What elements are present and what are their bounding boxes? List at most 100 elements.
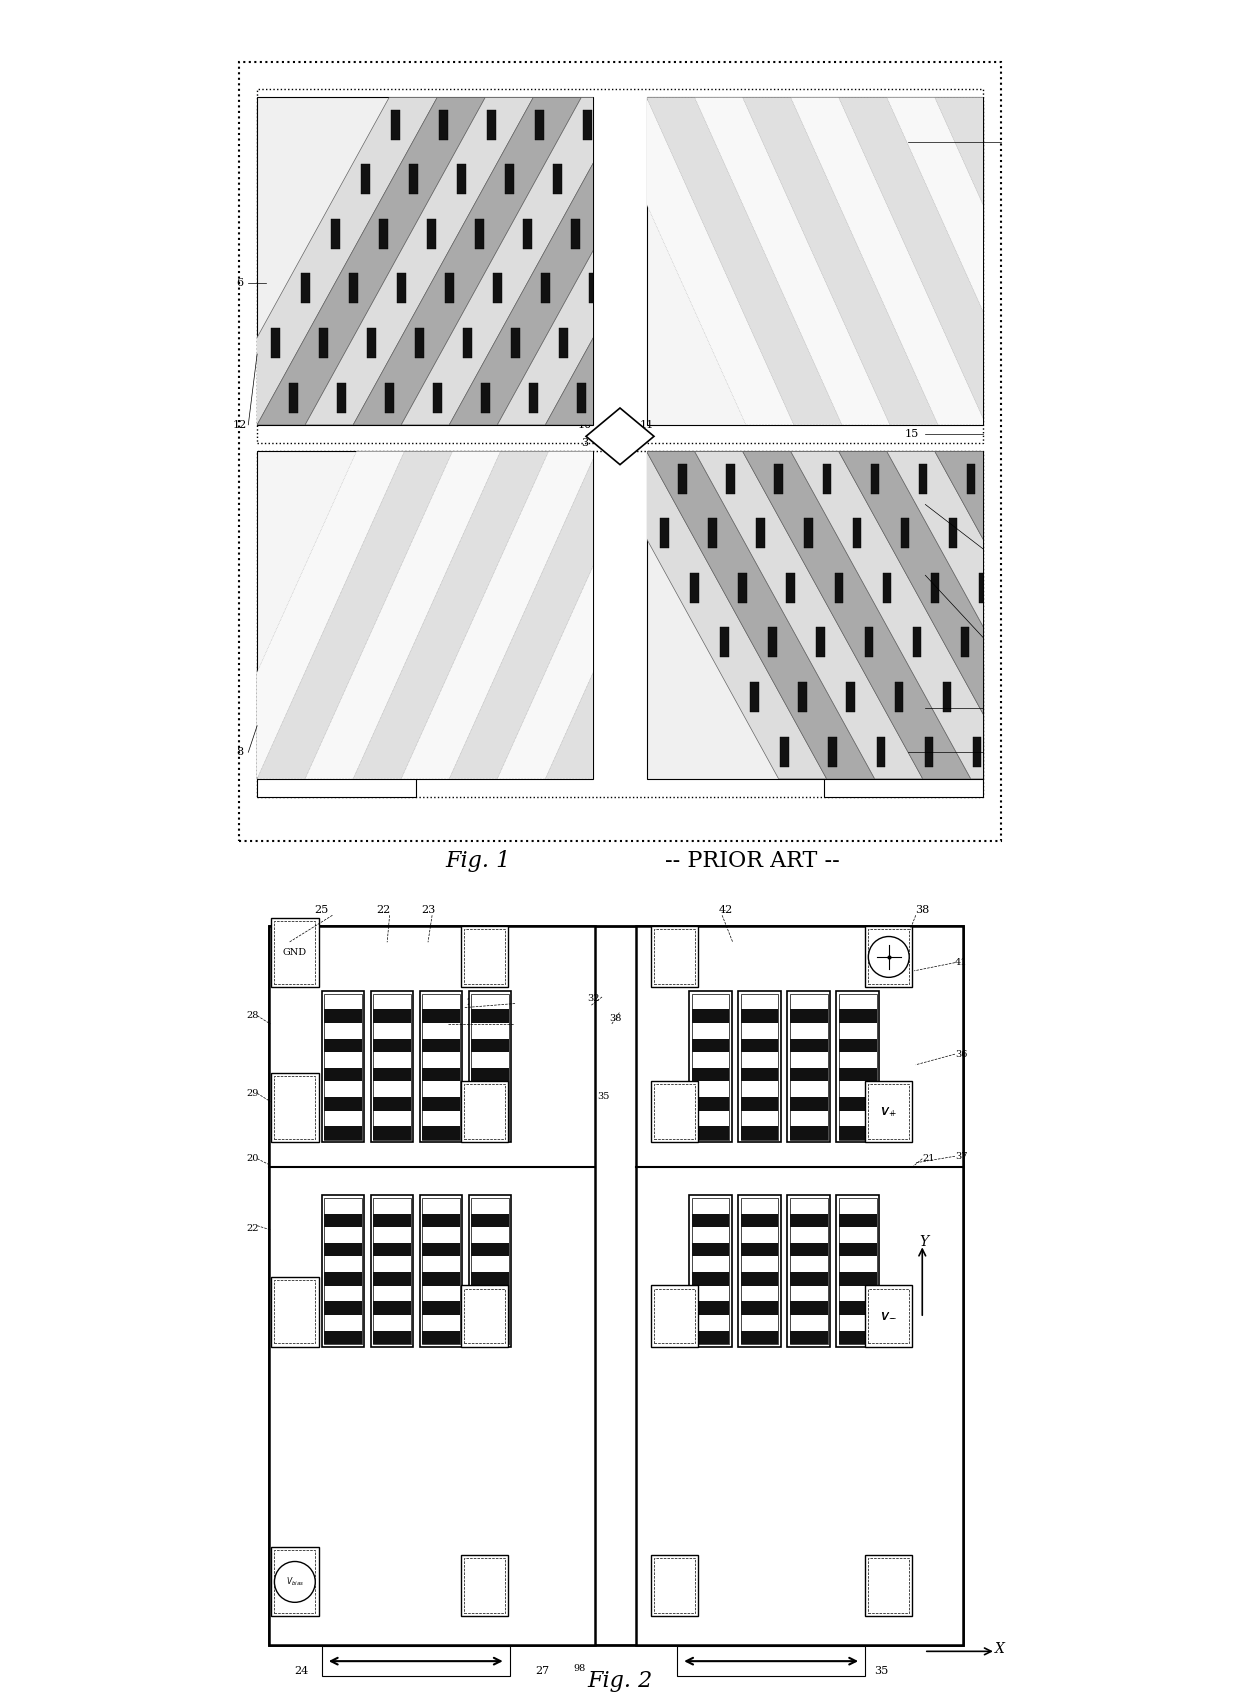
Polygon shape (1030, 451, 1240, 780)
Bar (325, 1127, 362, 1140)
Bar (420, 991, 463, 1142)
Bar (1183, 683, 1192, 711)
Bar (1045, 517, 1053, 548)
Bar (790, 1271, 827, 1285)
Bar (481, 383, 490, 412)
Bar (471, 1009, 508, 1023)
Bar (720, 628, 729, 657)
Bar (471, 1198, 508, 1345)
Bar (572, 220, 580, 248)
Bar (775, 109, 784, 140)
Bar (697, 163, 706, 194)
Bar (686, 274, 694, 303)
Bar (742, 1271, 779, 1285)
Bar (523, 220, 532, 248)
Bar (794, 163, 802, 194)
Bar (692, 994, 729, 1140)
Bar (894, 683, 903, 711)
Text: 22: 22 (247, 1224, 259, 1232)
Text: $V_{bias}$: $V_{bias}$ (286, 1576, 304, 1588)
Bar (866, 1556, 913, 1617)
Bar (471, 994, 508, 1140)
Text: 26: 26 (466, 997, 479, 1008)
Text: $V_-$: $V_-$ (882, 1311, 897, 1321)
Bar (471, 1331, 508, 1345)
Bar (692, 1067, 729, 1081)
Bar (790, 994, 827, 1140)
Bar (868, 1084, 909, 1139)
Bar (738, 574, 746, 603)
Bar (728, 109, 737, 140)
Bar (919, 463, 928, 494)
Bar (461, 1285, 508, 1346)
Text: 98: 98 (573, 1665, 585, 1673)
Bar (1069, 737, 1078, 766)
Bar (646, 451, 983, 780)
Bar (461, 1556, 508, 1617)
Bar (427, 220, 435, 248)
Bar (423, 994, 460, 1140)
Text: 38: 38 (915, 904, 930, 914)
Bar (464, 1288, 505, 1343)
Polygon shape (646, 451, 874, 780)
Bar (942, 683, 951, 711)
Polygon shape (646, 97, 842, 426)
Bar (733, 274, 742, 303)
Bar (790, 1214, 827, 1227)
Text: $V_+$: $V_+$ (882, 1105, 897, 1118)
Bar (750, 683, 759, 711)
Bar (756, 517, 765, 548)
Bar (257, 451, 983, 797)
Text: 10: 10 (578, 420, 591, 431)
Text: -- PRIOR ART --: -- PRIOR ART -- (666, 851, 841, 873)
Bar (471, 1214, 508, 1227)
Bar (839, 1009, 877, 1023)
Polygon shape (546, 451, 740, 780)
Bar (423, 1127, 460, 1140)
Polygon shape (587, 408, 653, 465)
Bar (257, 451, 594, 780)
Bar (823, 106, 983, 238)
Polygon shape (887, 97, 1083, 426)
Bar (790, 1098, 827, 1111)
Bar (553, 163, 562, 194)
Bar (651, 1556, 698, 1617)
Bar (828, 737, 837, 766)
Bar (877, 737, 885, 766)
Bar (301, 274, 310, 303)
Polygon shape (305, 97, 533, 426)
Polygon shape (402, 97, 630, 426)
Bar (589, 274, 598, 303)
Bar (619, 220, 627, 248)
Bar (289, 383, 298, 412)
Text: 12: 12 (232, 420, 247, 431)
Polygon shape (353, 97, 582, 426)
Bar (601, 163, 610, 194)
Bar (790, 1242, 827, 1256)
Bar (739, 1195, 781, 1346)
Bar (471, 1098, 508, 1111)
Bar (337, 383, 346, 412)
Bar (837, 991, 879, 1142)
Text: 24: 24 (294, 1666, 309, 1676)
Bar (420, 1195, 463, 1346)
Bar (373, 1242, 410, 1256)
Bar (646, 97, 983, 426)
Bar (471, 1302, 508, 1316)
Bar (373, 1271, 410, 1285)
Bar (257, 106, 417, 238)
Bar (739, 991, 781, 1142)
Polygon shape (353, 451, 548, 780)
Bar (636, 926, 963, 1644)
Bar (967, 463, 976, 494)
Bar (689, 991, 732, 1142)
Bar (461, 1081, 508, 1142)
Bar (715, 220, 724, 248)
Bar (703, 328, 712, 357)
Polygon shape (935, 451, 1163, 780)
Text: 23: 23 (420, 904, 435, 914)
Bar (790, 1067, 827, 1081)
Bar (241, 383, 249, 412)
Bar (423, 1271, 460, 1285)
Bar (790, 1127, 827, 1140)
